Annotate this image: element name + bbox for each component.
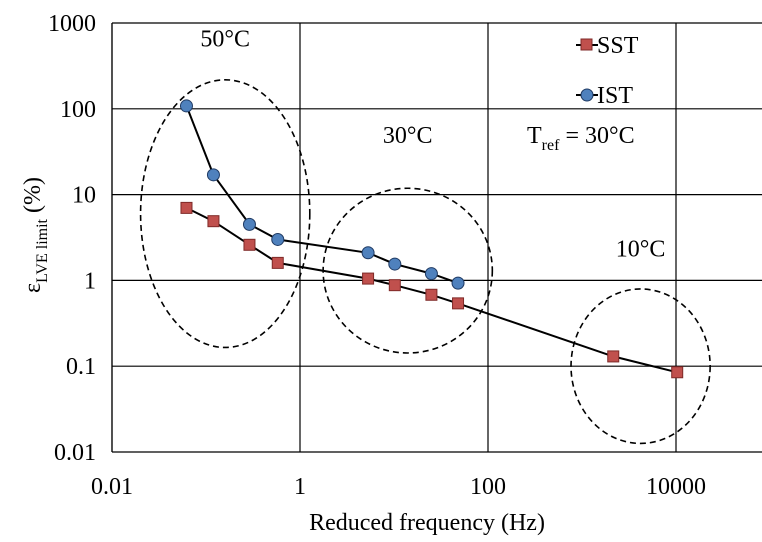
ist-point (179, 99, 193, 113)
sst-point (243, 238, 256, 251)
legend-ist-marker (580, 88, 594, 102)
group-10C-ellipse (570, 288, 711, 445)
ist-point (271, 232, 285, 246)
sst-point (671, 366, 684, 379)
grid (111, 22, 762, 453)
legend-sst-marker (580, 38, 593, 51)
sst-point (425, 288, 438, 301)
y-axis-symbol: ε (20, 283, 46, 293)
ist-point (388, 257, 402, 271)
x-axis-label: Reduced frequency (Hz) (309, 510, 545, 536)
ist-point (206, 168, 220, 182)
sst-point (362, 272, 375, 285)
x-tick-label: 10000 (646, 474, 706, 500)
tref-symbol: T (527, 123, 542, 149)
group-50C-ellipse (139, 78, 311, 349)
tref-subscript: ref (542, 137, 560, 154)
ist-point (242, 217, 256, 231)
y-tick-label: 100 (60, 97, 96, 123)
tref-label: Tref = 30°C (527, 123, 635, 154)
sst-point (207, 215, 220, 228)
ann-50: 50°C (200, 27, 250, 53)
ist-point (361, 246, 375, 260)
y-axis-subscript: LVE limit (34, 218, 51, 282)
ist-point (424, 267, 438, 281)
sst-point (388, 279, 401, 292)
series-sst-line (186, 207, 678, 374)
ist-point (451, 276, 465, 290)
tref-value: = 30°C (559, 123, 634, 149)
legend-sst-label: SST (597, 33, 639, 59)
y-tick-label: 0.1 (66, 354, 96, 380)
y-tick-label: 0.01 (54, 440, 96, 466)
legend: SST IST (576, 33, 639, 109)
tick-labels: 0.01 1 100 10000 0.01 0.1 1 10 100 1000 (48, 11, 706, 500)
y-tick-label: 1000 (48, 11, 96, 37)
y-tick-label: 10 (72, 183, 96, 209)
x-tick-label: 0.01 (91, 474, 133, 500)
x-tick-label: 1 (294, 474, 306, 500)
ann-10: 10°C (616, 236, 666, 262)
sst-point (180, 201, 193, 214)
series-markers (179, 99, 684, 379)
y-axis-suffix: (%) (20, 177, 46, 219)
sst-point (452, 297, 465, 310)
y-axis-label: εLVE limit (%) (20, 177, 51, 293)
legend-ist-label: IST (597, 83, 633, 109)
sst-point (271, 256, 284, 269)
group-30C-ellipse (322, 187, 494, 354)
ann-30: 30°C (383, 123, 433, 149)
x-tick-label: 100 (470, 474, 506, 500)
sst-point (607, 350, 620, 363)
y-tick-label: 1 (84, 268, 96, 294)
annotations: 50°C 30°C 10°C (200, 27, 665, 263)
